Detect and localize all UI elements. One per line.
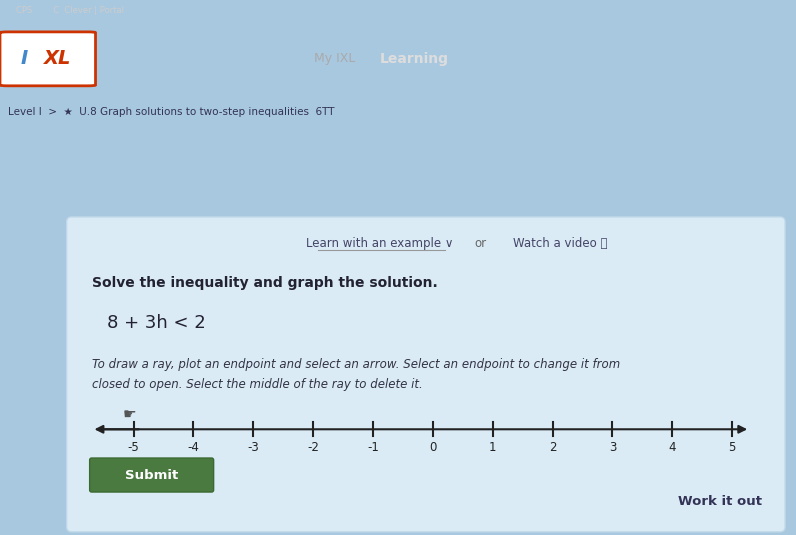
Text: CPS        C  Clever | Portal: CPS C Clever | Portal [16,6,124,15]
Text: -5: -5 [128,441,139,454]
Text: 1: 1 [489,441,497,454]
FancyBboxPatch shape [67,217,785,532]
Text: or: or [474,237,486,250]
Text: 3: 3 [609,441,616,454]
Text: Learning: Learning [380,52,448,66]
Text: Watch a video ⓘ: Watch a video ⓘ [513,237,607,250]
Text: I: I [21,49,29,68]
Text: Learn with an example ∨: Learn with an example ∨ [306,237,454,250]
FancyBboxPatch shape [0,32,96,86]
Text: To draw a ray, plot an endpoint and select an arrow. Select an endpoint to chang: To draw a ray, plot an endpoint and sele… [92,358,620,391]
Text: Submit: Submit [125,469,178,482]
Text: -3: -3 [248,441,259,454]
Text: 2: 2 [548,441,556,454]
Text: -4: -4 [188,441,200,454]
Text: 5: 5 [728,441,736,454]
Text: 0: 0 [429,441,436,454]
Text: ☛: ☛ [123,407,136,422]
Text: Level I  >  ★  U.8 Graph solutions to two-step inequalities  6TT: Level I > ★ U.8 Graph solutions to two-s… [8,108,334,117]
Text: My IXL: My IXL [314,52,355,65]
Text: 8 + 3h < 2: 8 + 3h < 2 [107,314,205,332]
FancyBboxPatch shape [90,458,213,492]
Text: Solve the inequality and graph the solution.: Solve the inequality and graph the solut… [92,276,437,290]
Text: -2: -2 [307,441,319,454]
Text: Work it out: Work it out [678,495,762,508]
Text: 4: 4 [669,441,676,454]
Text: -1: -1 [367,441,379,454]
Text: XL: XL [44,49,71,68]
